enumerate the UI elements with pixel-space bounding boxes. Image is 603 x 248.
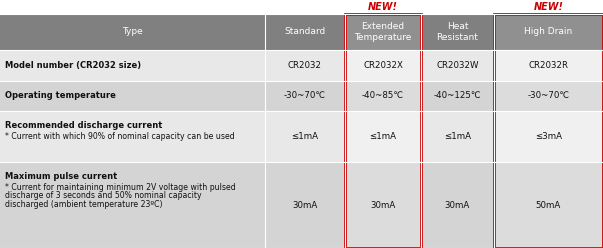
Text: 30mA: 30mA	[292, 200, 318, 210]
Text: CR2032W: CR2032W	[436, 61, 479, 70]
Bar	[0, 81, 265, 111]
Bar	[494, 81, 603, 111]
Text: 30mA: 30mA	[370, 200, 396, 210]
Text: CR2032: CR2032	[288, 61, 322, 70]
Text: * Current with which 90% of nominal capacity can be used: * Current with which 90% of nominal capa…	[5, 132, 235, 141]
Bar	[494, 50, 603, 81]
Bar	[265, 50, 345, 81]
Text: CR2032X: CR2032X	[363, 61, 403, 70]
Bar	[345, 14, 421, 248]
Text: discharged (ambient temperature 23ºC): discharged (ambient temperature 23ºC)	[5, 200, 162, 209]
Bar	[494, 111, 603, 162]
Text: 30mA: 30mA	[445, 200, 470, 210]
Text: Standard: Standard	[285, 28, 326, 36]
Bar	[0, 162, 265, 248]
Text: Recommended discharge current: Recommended discharge current	[5, 121, 162, 130]
Text: High Drain: High Drain	[525, 28, 573, 36]
Text: -30~70℃: -30~70℃	[284, 92, 326, 100]
Bar	[265, 14, 345, 50]
Text: Extended
Temperature: Extended Temperature	[355, 22, 412, 42]
Text: NEW!: NEW!	[534, 2, 563, 12]
Bar	[345, 81, 421, 111]
Text: ≤1mA: ≤1mA	[370, 132, 397, 141]
Text: 50mA: 50mA	[536, 200, 561, 210]
Bar	[345, 111, 421, 162]
Text: Heat
Resistant: Heat Resistant	[437, 22, 478, 42]
Text: * Current for maintaining minimum 2V voltage with pulsed: * Current for maintaining minimum 2V vol…	[5, 183, 236, 192]
Text: Operating temperature: Operating temperature	[5, 92, 116, 100]
Bar	[421, 81, 494, 111]
Bar	[265, 162, 345, 248]
Text: ≤1mA: ≤1mA	[291, 132, 318, 141]
Text: discharge of 3 seconds and 50% nominal capacity: discharge of 3 seconds and 50% nominal c…	[5, 191, 201, 200]
Text: -40~85℃: -40~85℃	[362, 92, 404, 100]
Bar	[421, 162, 494, 248]
Text: -40~125℃: -40~125℃	[434, 92, 481, 100]
Bar	[0, 50, 265, 81]
Bar	[421, 111, 494, 162]
Text: ≤3mA: ≤3mA	[535, 132, 562, 141]
Bar	[421, 50, 494, 81]
Bar	[345, 14, 421, 50]
Bar	[0, 14, 265, 50]
Text: -30~70℃: -30~70℃	[528, 92, 569, 100]
Bar	[0, 111, 265, 162]
Bar	[494, 14, 603, 50]
Bar	[265, 81, 345, 111]
Bar	[494, 14, 603, 248]
Bar	[345, 162, 421, 248]
Text: Type: Type	[122, 28, 143, 36]
Text: CR2032R: CR2032R	[528, 61, 569, 70]
Text: Model number (CR2032 size): Model number (CR2032 size)	[5, 61, 141, 70]
Bar	[421, 14, 494, 50]
Bar	[494, 162, 603, 248]
Text: ≤1mA: ≤1mA	[444, 132, 471, 141]
Text: NEW!: NEW!	[368, 2, 398, 12]
Bar	[345, 50, 421, 81]
Bar	[265, 111, 345, 162]
Text: Maximum pulse current: Maximum pulse current	[5, 172, 117, 181]
